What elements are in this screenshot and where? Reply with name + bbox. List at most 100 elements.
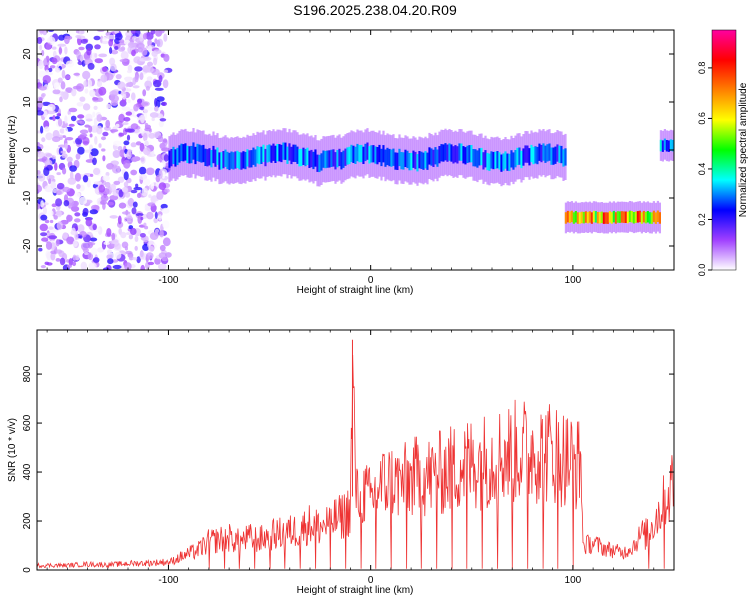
spectrogram-cell [656,210,659,222]
spectrogram-cell [59,128,66,134]
spectrogram-cell [646,211,649,223]
spectrogram-cell [69,165,77,172]
spectrogram-cell [624,211,627,223]
spectrogram-cell [48,67,53,73]
spectrogram-cell [430,148,433,166]
spectrogram-cell [386,147,389,166]
spectrogram-cell [80,38,88,44]
spectrogram-cell [138,166,147,175]
spectrogram-cell [526,145,529,163]
spectrogram-cell [456,146,459,164]
spectrogram-cell [52,136,61,143]
spectrogram-cell [57,77,63,83]
spectrogram-cell [258,147,261,165]
spectrogram-cell [384,149,387,167]
spectrogram-cell [92,111,96,118]
spectrogram-cell [242,151,245,169]
spectrogram-cell [100,74,108,83]
spectrogram-cell [93,167,101,175]
spectrogram-cell [46,109,56,115]
spectrogram-cell [140,264,145,270]
spectrogram-cell [86,178,91,188]
spectrogram-cell [101,136,106,141]
spectrogram-cell [498,152,501,170]
spectrogram-cell [130,30,137,35]
spectrogram-cell [145,85,150,91]
spectrogram-cell [88,262,97,270]
x-tick-label: 100 [565,575,582,586]
spectrogram-cell [172,146,175,165]
spectrogram-cell [396,152,399,170]
spectrogram-cell [262,144,265,162]
y-tick-label: 800 [22,365,33,382]
spectrogram-cell [484,150,487,168]
spectrogram-cell [628,210,631,223]
spectrogram-cell [206,149,209,167]
spectrogram-cell [84,124,90,128]
spectrogram-cell [102,66,108,72]
spectrogram-cell [470,145,473,163]
spectrogram-cell [126,69,132,74]
spectrogram-cell [76,183,81,190]
spectrogram-cell [65,87,73,93]
spectrogram-cell [402,152,405,170]
spectrogram-cell [610,212,613,224]
spectrogram-cell [41,137,46,143]
spectrogram-cell [238,152,241,170]
spectrogram-cell [620,211,623,223]
y-tick-label: 400 [22,463,33,480]
spectrogram-cell [107,258,114,265]
spectrogram-cell [127,197,135,207]
spectrogram-cell [362,146,365,164]
spectrogram-cell [134,245,138,251]
spectrogram-cell [194,146,197,165]
spectrogram-cell [59,257,66,266]
spectrogram-cell [159,142,166,149]
spectrogram-cell [64,75,71,80]
spectrogram-cell [416,154,419,172]
spectrogram-cell [638,210,641,223]
spectrogram-cell [97,247,105,253]
spectrogram-cell [45,241,53,250]
spectrogram-cell [92,157,97,166]
spectrogram-y-ticks: -20 -10 0 10 20 [22,48,674,253]
spectrogram-cell [382,145,385,163]
spectrogram-cell [568,211,571,223]
spectrogram-cell [50,252,56,261]
spectrogram-cell [102,175,110,182]
spectrogram-cell [586,211,589,224]
spectrogram-cell [594,211,597,223]
spectrogram-cell [200,145,203,163]
spectrogram-cell [112,264,122,270]
spectrogram-cell [168,150,171,168]
spectrogram-cell [132,257,138,261]
spectrogram-cell [121,211,131,215]
spectrogram-cell [55,238,60,247]
spectrogram-cell [142,132,148,142]
spectrogram-cell [83,80,87,88]
spectrogram-cell [100,194,109,202]
spectrogram-cell [344,148,347,166]
spectrogram-cell [81,242,89,251]
spectrogram-cell [564,212,567,224]
spectrogram-cell [490,151,493,169]
spectrogram-cell [632,212,635,224]
spectrogram-cell [39,44,43,51]
spectrogram-cell [77,224,85,233]
spectrogram-cell [644,211,647,224]
spectrogram-cell [52,89,61,95]
spectrogram-cell [320,153,323,171]
spectrogram-cell [448,143,451,161]
spectrogram-cell [454,145,457,163]
spectrogram-cell [542,143,545,161]
spectrogram-cell [146,211,154,220]
spectrogram-cell [94,58,103,64]
spectrogram-cell [41,49,45,57]
spectrogram-cell [106,201,114,206]
spectrogram-cell [578,212,581,224]
spectrogram-cell [667,140,670,152]
spectrogram-cell [56,221,63,230]
spectrogram-cell [474,149,477,167]
spectrogram-cell [244,151,247,170]
